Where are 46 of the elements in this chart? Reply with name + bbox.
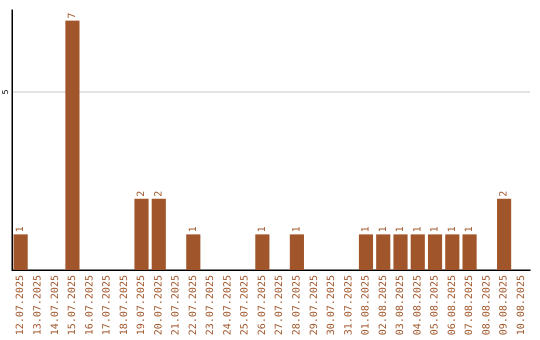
x-tick-label: 21.07.2025 (170, 275, 182, 336)
data-label: 2 (153, 190, 164, 197)
x-tick-label: 15.07.2025 (67, 275, 78, 336)
x-tick-label: 02.08.2025 (378, 275, 389, 336)
x-tick-label: 30.07.2025 (326, 275, 338, 336)
data-label: 1 (188, 226, 199, 232)
data-label: 1 (412, 226, 424, 232)
y-tick-label: 5 (1, 89, 10, 94)
data-label: 1 (378, 226, 389, 232)
data-label: 1 (464, 226, 476, 232)
x-tick-label: 29.07.2025 (308, 275, 320, 336)
x-tick-label: 14.07.2025 (50, 275, 61, 336)
data-label: 1 (395, 226, 406, 232)
x-tick-label: 23.07.2025 (205, 275, 216, 336)
x-tick-label: 28.07.2025 (291, 275, 302, 336)
data-label: 1 (291, 226, 302, 232)
data-label: 2 (498, 190, 510, 197)
data-label: 1 (430, 226, 441, 232)
x-tick-label: 06.08.2025 (446, 275, 458, 336)
data-label: 7 (67, 12, 78, 19)
x-tick-label: 24.07.2025 (222, 275, 234, 336)
x-tick-label: 31.07.2025 (343, 275, 354, 336)
x-tick-label: 07.08.2025 (464, 275, 476, 336)
data-label: 1 (360, 226, 372, 232)
x-tick-label: 10.08.2025 (516, 275, 527, 336)
x-tick-label: 27.07.2025 (274, 275, 286, 336)
x-tick-label: 04.08.2025 (412, 275, 424, 336)
x-tick-label: 17.07.2025 (102, 275, 113, 336)
x-tick-label: 12.07.2025 (15, 275, 26, 336)
x-tick-label: 19.07.2025 (136, 275, 148, 336)
x-tick-label: 20.07.2025 (153, 275, 164, 336)
data-label: 1 (256, 226, 268, 232)
data-label: 1 (446, 226, 458, 232)
x-tick-label: 26.07.2025 (256, 275, 268, 336)
x-tick-label: 25.07.2025 (240, 275, 251, 336)
x-tick-label: 22.07.2025 (188, 275, 199, 336)
x-tick-label: 18.07.2025 (118, 275, 130, 336)
data-label: 2 (136, 190, 148, 197)
x-tick-label: 09.08.2025 (498, 275, 510, 336)
x-tick-label: 16.07.2025 (84, 275, 96, 336)
x-tick-label: 03.08.2025 (395, 275, 406, 336)
x-tick-label: 05.08.2025 (430, 275, 441, 336)
x-tick-label: 08.08.2025 (481, 275, 492, 336)
data-label: 1 (15, 226, 26, 232)
x-tick-label: 01.08.2025 (360, 275, 372, 336)
x-tick-label: 13.07.2025 (32, 275, 44, 336)
